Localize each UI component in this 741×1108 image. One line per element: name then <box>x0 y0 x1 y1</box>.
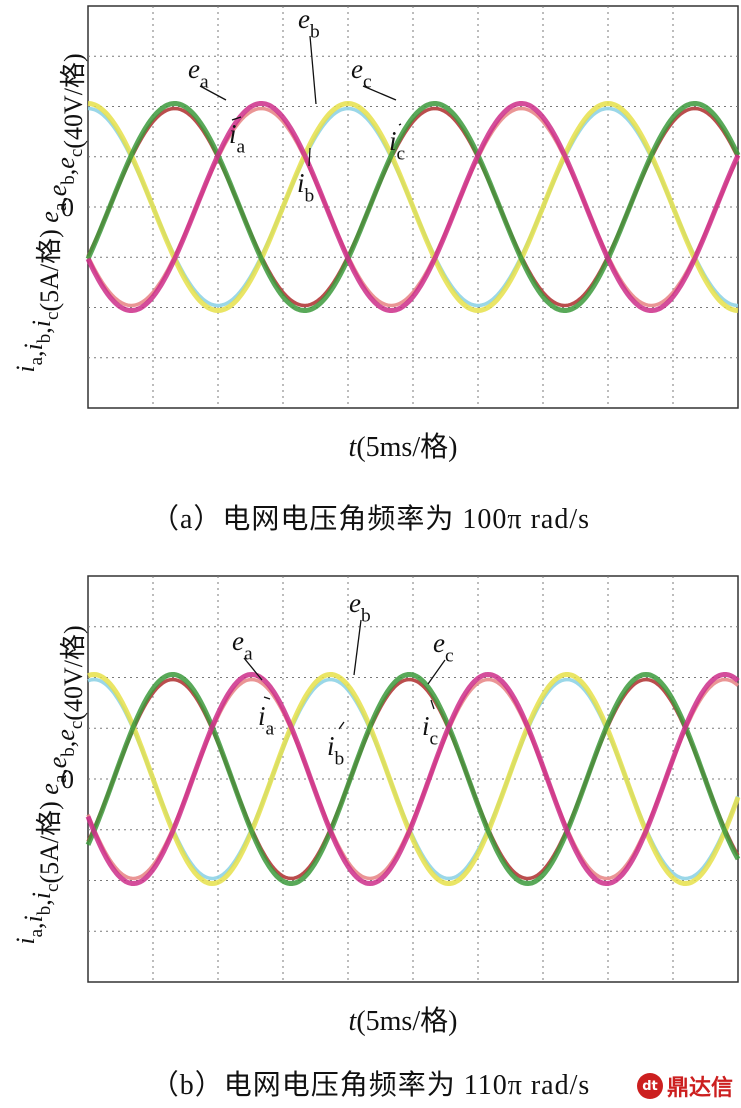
leader-line-ib <box>308 147 311 167</box>
leader-line-ia <box>231 116 242 121</box>
x-axis-label: t(5ms/格) <box>349 1005 458 1037</box>
label-ic: ic <box>422 711 439 749</box>
series-eb-line <box>85 101 741 313</box>
watermark-text: 鼎达信 <box>666 1076 733 1101</box>
leader-line-ib <box>338 721 345 730</box>
label-ia: ia <box>258 701 275 739</box>
leader-line-eb <box>309 35 317 105</box>
leader-line-eb <box>353 619 362 676</box>
label-ia: ia <box>229 119 246 157</box>
series-ea-line <box>87 672 741 886</box>
y-tick-zero: 0 <box>61 193 74 222</box>
series-ec-line <box>85 672 740 886</box>
label-ib: ib <box>297 168 314 206</box>
label-ib: ib <box>327 731 344 769</box>
caption-b: （b）电网电压角频率为 110π rad/s <box>150 1070 591 1101</box>
label-ec: ec <box>433 628 454 666</box>
watermark-logo-icon: dt <box>636 1073 663 1099</box>
watermark: dt 鼎达信 <box>636 1070 733 1102</box>
label-ea: ea <box>188 54 209 92</box>
leader-line-ic <box>430 699 435 710</box>
y-axis-label: ia,ib,ic(5A/格) ea,eb,ec(40V/格) <box>11 53 88 372</box>
leader-line-ec <box>362 85 397 101</box>
y-axis-label: ia,ib,ic(5A/格) ea,eb,ec(40V/格) <box>11 625 88 944</box>
label-ic: ic <box>389 126 406 164</box>
label-ec: ec <box>351 54 372 92</box>
leader-line-ia <box>263 696 271 700</box>
leader-line-ic <box>398 123 402 126</box>
label-ea: ea <box>232 626 253 664</box>
grid <box>88 576 738 982</box>
y-tick-zero: 0 <box>61 765 74 794</box>
label-eb: eb <box>349 588 371 626</box>
leader-line-ea <box>243 657 263 681</box>
label-eb: eb <box>298 4 320 42</box>
series-ea-line <box>87 101 739 313</box>
chart-panel-b: 0 ea ia eb ib ec ic ia,ib,ic(5A/格) ea,eb,ec(40V… <box>0 560 741 1060</box>
chart-panel-a: 0 ea ia eb ib ec ic ia,ib,ic(5A/格) ea,eb,ec(40V… <box>0 0 741 500</box>
caption-a: （a）电网电压角频率为 100π rad/s <box>151 504 590 535</box>
leader-line-ec <box>427 659 446 685</box>
x-axis-label: t(5ms/格) <box>349 431 458 463</box>
leader-line-ea <box>199 85 227 101</box>
series-ec-line <box>85 101 741 313</box>
grid <box>88 6 738 408</box>
series-eb-line <box>85 672 741 886</box>
